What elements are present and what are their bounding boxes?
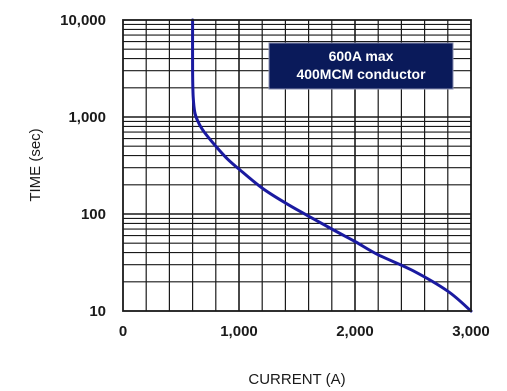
annotation-line-2: 400MCM conductor <box>296 66 426 82</box>
annotation-box <box>268 42 454 90</box>
plot-border <box>122 19 472 312</box>
y-axis: 10 100 1,000 10,000 <box>60 12 106 320</box>
x-tick-label: 3,000 <box>452 323 490 340</box>
y-tick-label: 1,000 <box>68 109 106 126</box>
x-axis: 0 1,000 2,000 3,000 <box>119 323 490 340</box>
annotation-line-1: 600A max <box>329 48 394 64</box>
y-tick-label: 10 <box>89 303 106 320</box>
y-tick-label: 100 <box>81 206 106 223</box>
y-axis-title: TIME (sec) <box>27 128 44 201</box>
x-axis-title: CURRENT (A) <box>248 371 345 388</box>
series-line <box>191 18 473 313</box>
x-tick-label: 2,000 <box>336 323 374 340</box>
series-layer <box>191 18 473 313</box>
x-tick-label: 0 <box>119 323 127 340</box>
chart-annotation: 600A max 400MCM conductor <box>268 42 454 90</box>
x-tick-label: 1,000 <box>220 323 258 340</box>
y-tick-label: 10,000 <box>60 12 106 29</box>
